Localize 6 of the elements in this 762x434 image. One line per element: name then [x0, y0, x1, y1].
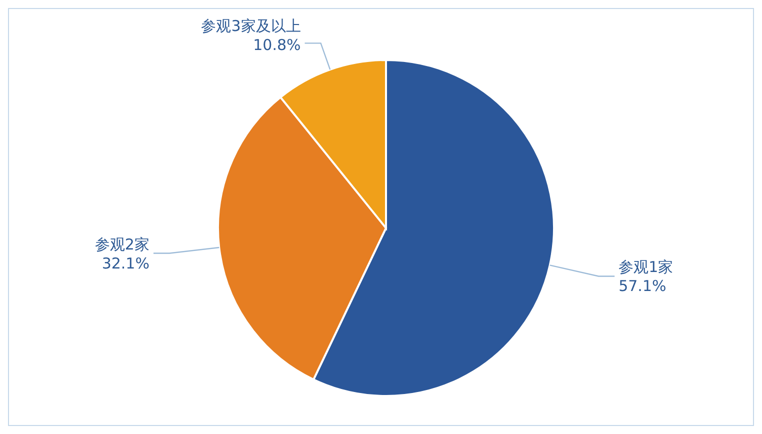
data-label: 10.8% — [253, 36, 301, 54]
data-label: 57.1% — [618, 277, 666, 296]
slice-label: 参观1家 — [618, 258, 674, 276]
slice-label: 参观2家 — [94, 235, 150, 254]
data-label: 32.1% — [102, 254, 150, 272]
slice-label: 参观3家及以上 — [201, 17, 301, 36]
